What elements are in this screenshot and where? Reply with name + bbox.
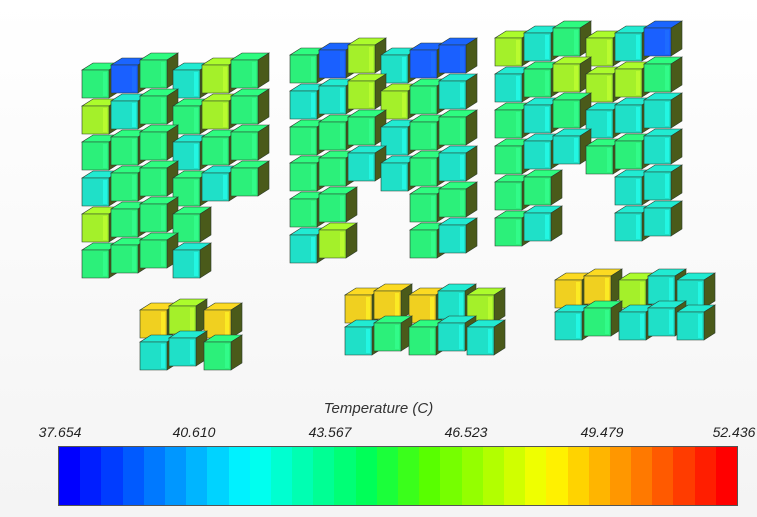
cell-cube <box>317 222 359 259</box>
cell-cube <box>551 56 593 93</box>
color-band <box>652 447 674 505</box>
color-band <box>59 447 81 505</box>
cell-cube <box>346 109 388 146</box>
color-band <box>207 447 229 505</box>
color-band <box>694 447 716 505</box>
color-band <box>567 447 589 505</box>
cell-cube <box>167 330 209 367</box>
color-band <box>186 447 208 505</box>
cell-cube <box>167 298 209 335</box>
color-bar <box>58 446 738 506</box>
battery-module-model[interactable] <box>0 0 757 400</box>
cell-cube <box>642 200 684 237</box>
cell-cube <box>346 37 388 74</box>
color-band <box>715 447 737 505</box>
color-band <box>228 447 250 505</box>
tick-label: 40.610 <box>172 424 216 440</box>
cell-cube <box>437 181 479 218</box>
cell-cube <box>582 300 624 337</box>
color-band <box>334 447 356 505</box>
cell-cube <box>372 315 414 352</box>
cell-cube <box>551 128 593 165</box>
cell-cube <box>138 160 180 197</box>
cell-cube <box>202 302 244 339</box>
cell-cube <box>200 93 242 130</box>
cell-cube <box>138 52 180 89</box>
color-band <box>376 447 398 505</box>
color-band <box>546 447 568 505</box>
cell-cube <box>437 73 479 110</box>
cell-cube <box>372 283 414 320</box>
cell-cube <box>346 73 388 110</box>
color-band <box>270 447 293 505</box>
color-band <box>609 447 632 505</box>
cell-cube <box>171 242 213 279</box>
cell-cube <box>229 160 271 197</box>
cell-cube <box>138 232 180 269</box>
cell-cube <box>229 88 271 125</box>
color-band <box>503 447 526 505</box>
color-band <box>122 447 144 505</box>
color-band <box>461 447 483 505</box>
cell-cube <box>202 334 244 371</box>
cell-cube <box>346 145 388 182</box>
color-band <box>292 447 314 505</box>
color-band <box>249 447 271 505</box>
color-band <box>313 447 335 505</box>
cell-cube <box>171 206 213 243</box>
color-band <box>80 447 102 505</box>
cell-cube <box>465 319 507 356</box>
color-band <box>482 447 504 505</box>
cell-cube <box>642 128 684 165</box>
cell-cube <box>522 169 564 206</box>
cell-cube <box>229 52 271 89</box>
cell-cube <box>642 56 684 93</box>
cell-cube <box>551 92 593 129</box>
cell-cube <box>437 37 479 74</box>
color-band <box>440 447 462 505</box>
cell-cube <box>675 304 717 341</box>
tick-label: 46.523 <box>444 424 488 440</box>
cell-cube <box>642 20 684 57</box>
color-band <box>355 447 377 505</box>
color-band <box>525 447 547 505</box>
tick-label: 43.567 <box>308 424 352 440</box>
tick-label: 52.436 <box>712 424 756 440</box>
cell-cube <box>642 164 684 201</box>
cell-cube <box>317 186 359 223</box>
cell-cube <box>437 145 479 182</box>
color-band <box>673 447 695 505</box>
tick-label: 37.654 <box>38 424 82 440</box>
color-band <box>631 447 653 505</box>
color-band <box>143 447 165 505</box>
cell-cube <box>582 268 624 305</box>
cell-cube <box>642 92 684 129</box>
cell-cube <box>138 88 180 125</box>
color-band <box>419 447 441 505</box>
cell-cube <box>437 217 479 254</box>
legend-title: Temperature (C) <box>323 400 434 417</box>
cell-cube <box>138 196 180 233</box>
cell-cube <box>229 124 271 161</box>
color-band <box>398 447 420 505</box>
color-band <box>588 447 610 505</box>
cell-cube <box>437 109 479 146</box>
color-band <box>164 447 187 505</box>
cell-cube <box>138 124 180 161</box>
cell-cube <box>522 205 564 242</box>
tick-label: 49.479 <box>580 424 624 440</box>
color-band <box>101 447 123 505</box>
cell-cube <box>551 20 593 57</box>
